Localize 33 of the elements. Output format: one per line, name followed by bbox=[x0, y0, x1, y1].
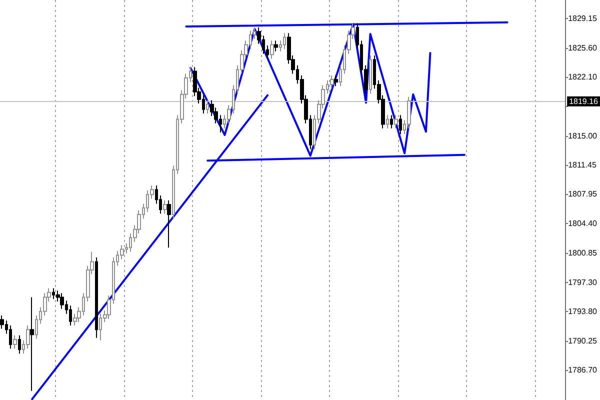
y-tick-label: 1793.80 bbox=[568, 306, 598, 316]
candlestick bbox=[18, 334, 21, 354]
candlestick bbox=[399, 114, 402, 135]
ref-line-label: 1819.16 bbox=[569, 96, 599, 106]
candlestick bbox=[369, 54, 372, 94]
candlestick bbox=[26, 324, 30, 350]
y-tick-label: 1815.00 bbox=[568, 131, 598, 140]
candlestick bbox=[334, 74, 338, 87]
candlestick bbox=[0, 315, 4, 330]
candlestick bbox=[394, 114, 398, 129]
y-tick-label: 1822.10 bbox=[568, 72, 598, 82]
candlestick bbox=[163, 200, 167, 214]
candlestick bbox=[330, 74, 334, 90]
candlestick bbox=[206, 100, 209, 114]
candlestick bbox=[9, 324, 12, 350]
candlestick bbox=[386, 114, 389, 129]
y-tick-label: 1800.85 bbox=[568, 248, 598, 258]
candlestick bbox=[274, 40, 278, 52]
y-tick-label: 1786.70 bbox=[568, 366, 598, 375]
y-tick-label: 1811.45 bbox=[568, 160, 597, 170]
candlestick bbox=[30, 296, 34, 392]
candlestick bbox=[167, 200, 171, 248]
candlestick bbox=[390, 114, 393, 129]
y-tick-label: 1804.40 bbox=[568, 219, 598, 228]
y-tick-label: 1790.25 bbox=[568, 336, 598, 346]
y-tick-label: 1797.30 bbox=[568, 278, 598, 287]
y-tick-label: 1829.15 bbox=[568, 14, 598, 24]
y-tick-label: 1825.60 bbox=[568, 44, 598, 53]
candlestick bbox=[270, 40, 274, 60]
candlestick bbox=[283, 32, 286, 50]
candlestick bbox=[13, 334, 17, 350]
y-tick-label: 1807.95 bbox=[568, 190, 598, 199]
candlestick bbox=[95, 257, 98, 338]
